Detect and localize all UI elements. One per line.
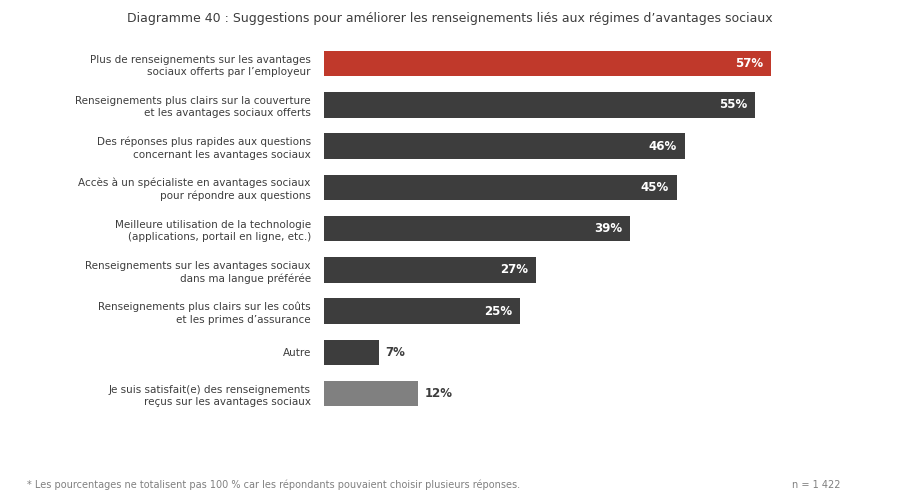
Text: 7%: 7% [385, 346, 405, 359]
Bar [324, 298, 520, 324]
Bar [324, 216, 630, 242]
Text: 57%: 57% [735, 57, 763, 70]
Bar [324, 339, 379, 365]
Bar [324, 133, 685, 159]
Bar [324, 92, 755, 118]
Text: n = 1 422: n = 1 422 [792, 480, 841, 490]
Bar [324, 381, 418, 407]
Text: 46%: 46% [649, 140, 677, 153]
Bar [324, 174, 677, 200]
Text: Diagramme 40 : Suggestions pour améliorer les renseignements liés aux régimes d’: Diagramme 40 : Suggestions pour améliore… [127, 12, 773, 25]
Bar [324, 51, 771, 77]
Text: 27%: 27% [500, 263, 528, 276]
Text: 12%: 12% [425, 387, 453, 400]
Text: 55%: 55% [719, 98, 748, 111]
Text: 25%: 25% [484, 305, 512, 318]
Text: 45%: 45% [641, 181, 669, 194]
Bar [324, 257, 536, 283]
Text: 39%: 39% [594, 222, 622, 235]
Text: * Les pourcentages ne totalisent pas 100 % car les répondants pouvaient choisir : * Les pourcentages ne totalisent pas 100… [27, 479, 520, 490]
